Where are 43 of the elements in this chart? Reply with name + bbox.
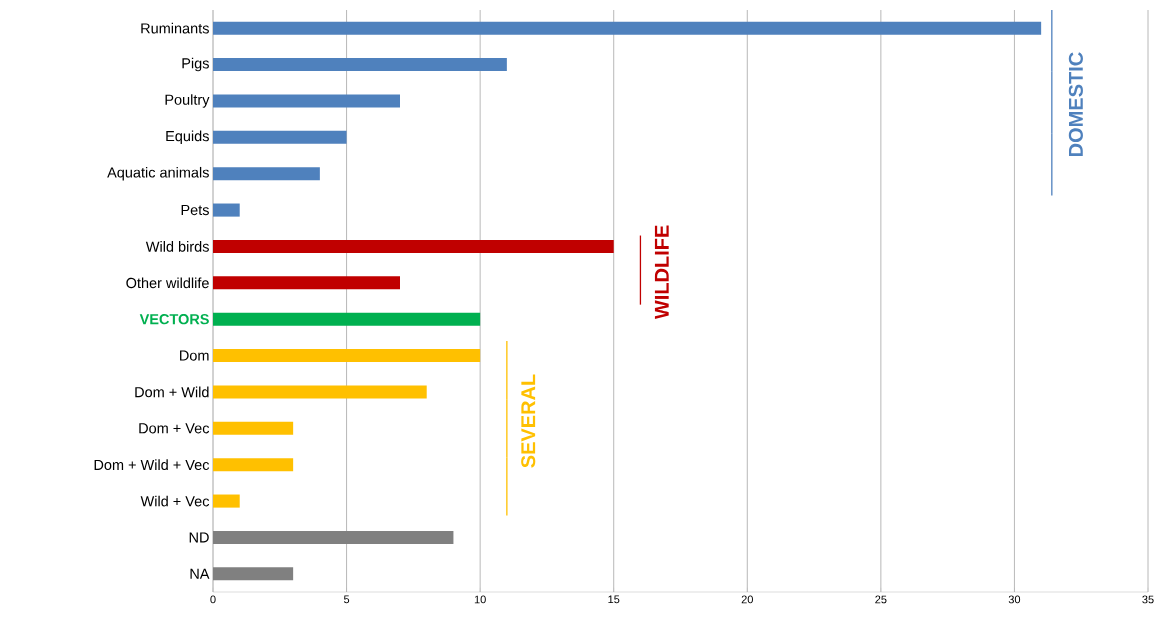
bar (213, 203, 240, 217)
bar (213, 458, 294, 472)
bar (213, 239, 614, 253)
x-tick-label: 15 (608, 595, 620, 604)
y-tick-label: ND (189, 532, 209, 543)
bar (213, 567, 294, 581)
y-tick-label: Other wildlife (126, 277, 209, 289)
bar (213, 276, 400, 290)
annotation: DOMESTIC (1068, 52, 1083, 157)
y-tick-label: Dom + Wild + Vec (94, 459, 210, 471)
y-tick-label: Ruminants (141, 22, 209, 34)
y-tick-label: Wild + Vec (140, 495, 210, 507)
y-tick-label: Dom + Wild (135, 386, 209, 398)
annotation: WILDLIFE (654, 225, 669, 320)
y-tick-label: Aquatic animals (107, 166, 209, 181)
bar (213, 421, 294, 435)
y-tick-label: VECTORS (139, 314, 209, 325)
bar (213, 167, 320, 181)
y-tick-label: Wild birds (145, 241, 209, 252)
bar (213, 58, 507, 72)
y-tick-label: NA (190, 568, 210, 579)
bar (213, 21, 1042, 35)
x-tick-label: 5 (343, 595, 350, 604)
y-tick-label: Poultry (165, 94, 210, 108)
y-tick-label: Dom (180, 350, 209, 361)
y-tick-label: Dom + Vec (139, 423, 210, 434)
bar (213, 94, 400, 108)
bar (213, 312, 481, 326)
bar (213, 349, 481, 363)
annotation: SEVERAL (521, 374, 536, 468)
y-tick-label: Equids (166, 130, 209, 145)
x-tick-label: 10 (474, 595, 486, 604)
bar (213, 385, 427, 399)
x-tick-label: 35 (1142, 595, 1154, 604)
x-tick-label: 20 (741, 595, 753, 604)
bar (213, 530, 454, 544)
bar (213, 494, 240, 508)
x-tick-label: 30 (1008, 595, 1021, 604)
x-tick-label: 0 (210, 595, 216, 604)
y-tick-label: Pets (181, 205, 209, 216)
y-tick-label: Pigs (182, 57, 209, 72)
x-tick-label: 25 (875, 595, 887, 604)
bar (213, 130, 347, 144)
